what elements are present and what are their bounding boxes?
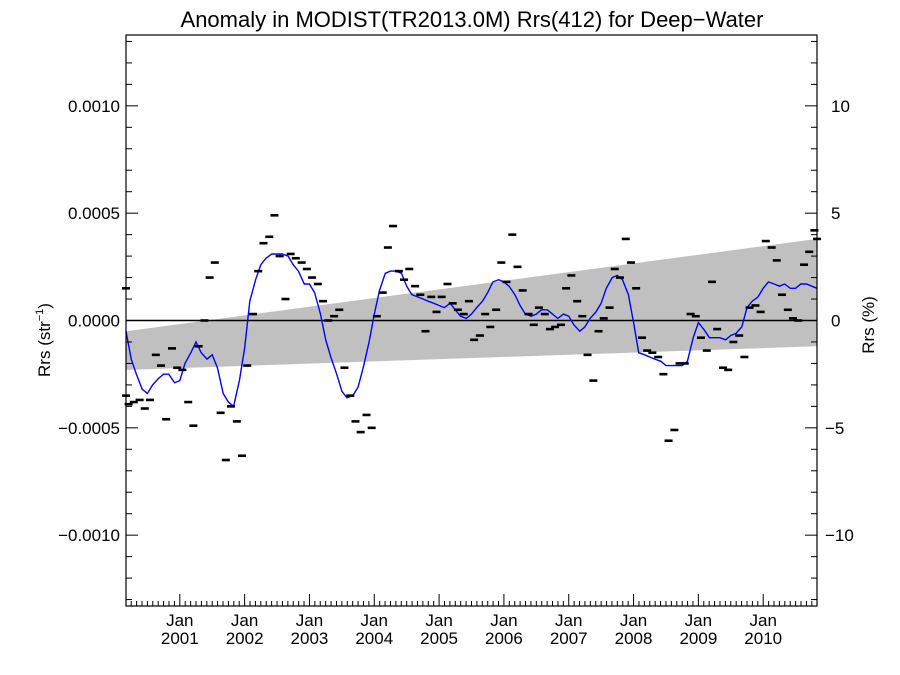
smoothed-curve (125, 253, 818, 408)
y-tick-label-left: 0.0010 (68, 97, 120, 116)
x-tick-label-year: 2006 (485, 629, 523, 648)
y-tick-label-left: 0.0000 (68, 312, 120, 331)
y-axis-label-left-base: Rrs (str (35, 321, 54, 377)
trend-band-layer (126, 238, 817, 370)
y-tick-label-right: −5 (825, 419, 844, 438)
y-axis-label-right: Rrs (%) (859, 296, 878, 354)
x-tick-label-year: 2004 (355, 629, 393, 648)
x-tick-label-month: Jan (166, 611, 193, 630)
data-points-layer (122, 214, 821, 462)
x-tick-label-month: Jan (425, 611, 452, 630)
y-tick-label-right: −10 (825, 526, 854, 545)
axes-layer (125, 34, 818, 607)
y-tick-label-right: 5 (831, 204, 840, 223)
x-tick-label-year: 2007 (550, 629, 588, 648)
tick-labels-layer: 0.0010 0.0005 0.0000 −0.0005 −0.0010 10 5 0 −5 −1… (58, 97, 854, 648)
y-tick-label-right: 0 (831, 312, 840, 331)
y-tick-label-left: −0.0010 (58, 526, 120, 545)
y-tick-label-right: 10 (831, 97, 850, 116)
x-tick-label-month: Jan (361, 611, 388, 630)
y-axis-label-left-close: ) (35, 303, 54, 309)
x-tick-label-month: Jan (749, 611, 776, 630)
x-tick-label-year: 2009 (679, 629, 717, 648)
smoothed-curve-layer (125, 253, 818, 408)
x-tick-label-year: 2002 (226, 629, 264, 648)
x-tick-label-year: 2001 (161, 629, 199, 648)
x-tick-label-month: Jan (490, 611, 517, 630)
x-tick-label-month: Jan (231, 611, 258, 630)
y-tick-label-left: 0.0005 (68, 204, 120, 223)
x-tick-label-month: Jan (620, 611, 647, 630)
x-tick-label-month: Jan (296, 611, 323, 630)
x-tick-label-year: 2010 (744, 629, 782, 648)
y-tick-label-left: −0.0005 (58, 419, 120, 438)
chart-title: Anomaly in MODIST(TR2013.0M) Rrs(412) fo… (181, 7, 764, 32)
x-tick-label-month: Jan (685, 611, 712, 630)
x-tick-label-year: 2005 (420, 629, 458, 648)
y-axis-label-left: Rrs (str−1) (34, 303, 54, 377)
x-tick-label-month: Jan (555, 611, 582, 630)
trend-band (126, 238, 817, 370)
x-tick-label-year: 2008 (615, 629, 653, 648)
x-tick-label-year: 2003 (291, 629, 329, 648)
y-axis-label-left-sup: −1 (34, 309, 46, 322)
